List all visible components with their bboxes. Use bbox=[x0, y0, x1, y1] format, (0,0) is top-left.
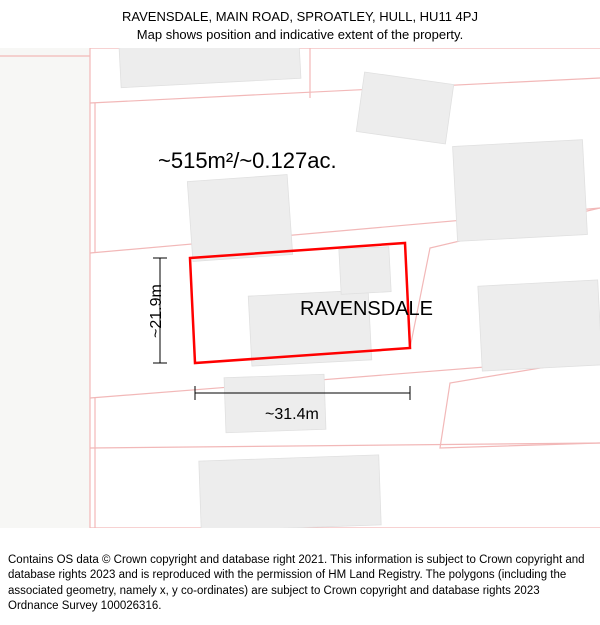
dimension-height-label: ~21.9m bbox=[148, 284, 166, 338]
footer-copyright: Contains OS data © Crown copyright and d… bbox=[0, 547, 600, 625]
header-subtitle: Map shows position and indicative extent… bbox=[10, 26, 590, 44]
map-svg bbox=[0, 48, 600, 528]
dimension-width-label: ~31.4m bbox=[265, 406, 319, 424]
header-address: RAVENSDALE, MAIN ROAD, SPROATLEY, HULL, … bbox=[10, 8, 590, 26]
property-name-label: RAVENSDALE bbox=[300, 298, 433, 321]
area-label: ~515m²/~0.127ac. bbox=[158, 148, 337, 174]
header: RAVENSDALE, MAIN ROAD, SPROATLEY, HULL, … bbox=[0, 0, 600, 47]
map-area: ~515m²/~0.127ac. RAVENSDALE ~31.4m ~21.9… bbox=[0, 48, 600, 528]
